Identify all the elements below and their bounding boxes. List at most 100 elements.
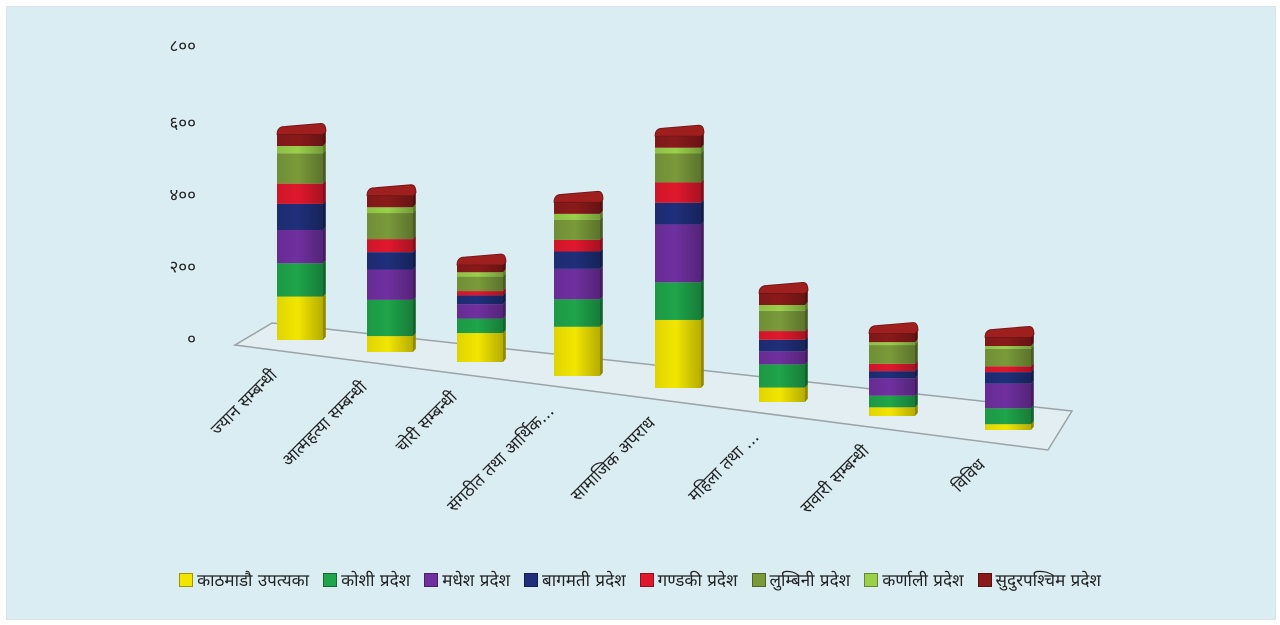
bar-segment — [554, 296, 603, 327]
bar-segment — [457, 292, 506, 305]
bar-segment — [869, 375, 918, 396]
bar-segment — [869, 404, 918, 416]
y-tick-label: ८०० — [169, 37, 196, 57]
bar-segment — [277, 260, 326, 297]
bar-segment — [457, 315, 506, 334]
bar-segment — [985, 421, 1034, 430]
legend: काठमाडौ उपत्यका कोशी प्रदेश मधेश प्रदेश बाग… — [0, 568, 1280, 591]
y-tick-label: २०० — [169, 258, 196, 278]
legend-item: कोशी प्रदेश — [323, 568, 410, 591]
category-label: विविध — [948, 454, 990, 496]
bar-segment — [655, 199, 704, 225]
bar-segment — [655, 144, 704, 154]
bar-top-cap — [456, 253, 507, 266]
legend-swatch — [751, 572, 766, 587]
category-label: सामाजिक अपराध — [567, 412, 660, 505]
legend-label: लुम्बिनी प्रदेश — [769, 571, 851, 591]
bar-segment — [367, 332, 416, 352]
bar-segment — [554, 323, 603, 376]
bar-segment — [759, 336, 808, 352]
bar-segment — [985, 405, 1034, 425]
bar-segment — [655, 316, 704, 388]
bar-segment — [554, 265, 603, 300]
bar-top-cap — [553, 190, 604, 203]
bar-segment — [869, 338, 918, 346]
bar-segment — [759, 348, 808, 365]
category-label: ज्यान सम्बन्धी — [206, 364, 281, 439]
bar-segment — [277, 180, 326, 204]
bar-segment — [367, 192, 416, 208]
legend-swatch — [524, 572, 539, 587]
bar-segment — [869, 367, 918, 379]
legend-item: गण्डकी प्रदेश — [639, 568, 738, 591]
bar-segment — [277, 131, 326, 147]
bar-segment — [367, 204, 416, 214]
bar-segment — [554, 216, 603, 240]
bar-segment — [554, 210, 603, 220]
bar-top-cap — [984, 325, 1035, 338]
bar-segment — [985, 345, 1034, 367]
bar-segment — [277, 200, 326, 230]
bar-segment — [985, 368, 1034, 384]
bar-segment — [277, 226, 326, 264]
y-tick-label: ० — [187, 330, 196, 350]
legend-item: मधेश प्रदेश — [424, 568, 510, 591]
bar-segment — [869, 392, 918, 408]
bar-segment — [655, 221, 704, 283]
bar-segment — [985, 363, 1034, 373]
bar-segment — [457, 300, 506, 319]
bar-segment — [759, 384, 808, 402]
bar-segment — [655, 179, 704, 203]
bar-segment — [457, 287, 506, 296]
legend-item: बागमती प्रदेश — [524, 568, 626, 591]
legend-label: मधेश प्रदेश — [442, 571, 511, 591]
bar-top-cap — [654, 124, 705, 137]
legend-label: कोशी प्रदेश — [341, 571, 411, 591]
bar-segment — [277, 142, 326, 154]
bar-segment — [869, 360, 918, 372]
legend-swatch — [977, 572, 992, 587]
bar-segment — [759, 327, 808, 340]
bar-top-cap — [366, 184, 417, 197]
bar-segment — [554, 248, 603, 269]
legend-swatch — [179, 572, 194, 587]
legend-swatch — [864, 572, 879, 587]
category-label: सवारी सम्बन्धी — [796, 440, 874, 518]
bar-top-cap — [276, 123, 327, 135]
bar-segment — [759, 307, 808, 332]
bar-segment — [367, 248, 416, 270]
bar-segment — [869, 341, 918, 364]
bar-segment — [759, 290, 808, 306]
legend-swatch — [639, 572, 654, 587]
bar-segment — [759, 301, 808, 311]
bar-top-cap — [868, 322, 919, 334]
bar-segment — [457, 329, 506, 362]
bar-segment — [655, 150, 704, 183]
bar-segment — [457, 269, 506, 277]
chart-area — [6, 6, 1276, 620]
legend-label: काठमाडौ उपत्यका — [197, 571, 310, 591]
bar-segment — [277, 293, 326, 340]
legend-item: लुम्बिनी प्रदेश — [751, 568, 851, 591]
bar-segment — [367, 235, 416, 253]
legend-item: काठमाडौ उपत्यका — [179, 568, 309, 591]
category-label: आत्महत्या सम्बन्धी — [277, 376, 372, 471]
y-tick-label: ६०० — [169, 114, 196, 134]
y-tick-label: ४०० — [169, 186, 196, 206]
bar-segment — [367, 209, 416, 240]
bar-segment — [367, 266, 416, 300]
bar-segment — [985, 380, 1034, 409]
legend-label: कर्णाली प्रदेश — [882, 571, 964, 591]
bar-segment — [457, 273, 506, 292]
bar-segment — [367, 296, 416, 337]
bar-segment — [554, 236, 603, 252]
legend-label: बागमती प्रदेश — [542, 571, 626, 591]
legend-label: गण्डकी प्रदेश — [657, 571, 738, 591]
category-label: महिला तथा ... — [684, 427, 764, 507]
bar-segment — [277, 150, 326, 184]
category-label: संगठीत तथा आर्थिक... — [443, 401, 559, 517]
bar-segment — [655, 132, 704, 148]
bar-segment — [985, 342, 1034, 349]
legend-label: सुदुरपश्चिम प्रदेश — [995, 571, 1101, 591]
